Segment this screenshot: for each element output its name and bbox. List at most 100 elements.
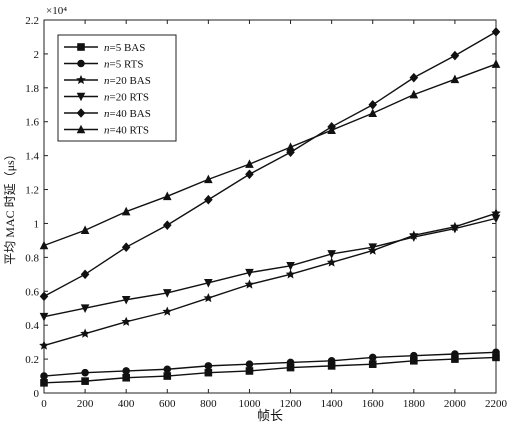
data-point [121, 206, 131, 216]
x-tick-label: 2000 [444, 398, 467, 410]
data-point [40, 379, 48, 387]
y-tick-label: 0.4 [25, 320, 39, 332]
data-point [245, 169, 254, 180]
series-line [43, 31, 497, 297]
series-n-5-bas [40, 353, 500, 387]
data-point [491, 59, 501, 68]
data-point [39, 291, 49, 302]
legend-label: n=20 BAS [104, 75, 151, 87]
data-point [121, 295, 131, 305]
x-tick-label: 800 [200, 398, 217, 410]
data-point [204, 174, 213, 184]
data-point [451, 350, 459, 358]
data-point [326, 257, 337, 267]
legend-label: n=5 RTS [104, 59, 143, 71]
data-point [121, 316, 132, 326]
data-point [286, 142, 295, 151]
data-point [327, 356, 336, 365]
legend-box [57, 34, 177, 142]
x-tick-label: 2200 [485, 398, 508, 410]
data-point [327, 125, 336, 135]
x-axis-label: 帧长 [257, 408, 283, 423]
legend-item: n=5 RTS [64, 59, 143, 71]
legend-item: n=40 RTS [64, 125, 149, 137]
data-point [368, 360, 377, 368]
data-point [245, 268, 254, 278]
legend-label: n=40 BAS [104, 108, 151, 120]
series-line [43, 356, 497, 384]
data-point [451, 355, 459, 363]
series-line [43, 217, 497, 318]
series-line [43, 351, 497, 377]
x-tick-label: 200 [77, 398, 94, 410]
data-point [39, 240, 49, 250]
data-point [81, 368, 89, 377]
data-point [450, 224, 460, 234]
data-point [491, 214, 501, 224]
data-point [286, 358, 295, 367]
legend-label: n=40 RTS [104, 125, 149, 137]
data-point [409, 233, 419, 242]
data-point [368, 108, 378, 118]
legend: n=5 BAS n=5 RTS n=20 BAS n=20 RTS n=40 BAS n=… [57, 34, 177, 142]
data-point [204, 194, 213, 205]
x-tick-label: 600 [159, 398, 176, 410]
legend-item: n=20 BAS [64, 74, 151, 87]
data-point [203, 292, 214, 303]
y-tick-label: 1.6 [25, 117, 39, 129]
data-point [39, 312, 49, 322]
data-point [285, 269, 296, 279]
series-line [43, 212, 497, 347]
y-tick-label: 0.2 [25, 354, 39, 366]
legend-item: n=20 RTS [64, 92, 149, 104]
data-point [245, 159, 254, 168]
data-point [40, 372, 48, 380]
data-point [368, 243, 378, 252]
data-point [80, 304, 90, 314]
data-point [450, 74, 460, 84]
data-point [80, 269, 90, 280]
series-n-40-rts [39, 59, 501, 250]
data-point [121, 242, 131, 252]
data-point [162, 191, 172, 201]
y-tick-label: 1.2 [25, 185, 39, 197]
series-n-20-rts [39, 214, 501, 322]
data-point [368, 99, 378, 110]
data-point [368, 353, 377, 362]
data-point [327, 250, 336, 259]
data-point [492, 348, 500, 357]
data-point [204, 278, 213, 288]
y-tick-label: 0.6 [25, 286, 39, 298]
data-point [122, 367, 130, 375]
data-point [492, 353, 500, 362]
legend-label: n=20 RTS [104, 92, 149, 104]
data-point [80, 328, 90, 338]
y-axis-label: 平均 MAC 时延（μs） [3, 148, 17, 264]
data-point [409, 89, 419, 99]
data-point [163, 372, 172, 380]
y-tick-label: 0.8 [25, 252, 39, 264]
y-axis-multiplier: ×10⁴ [46, 5, 67, 17]
data-point [162, 220, 172, 230]
data-point [204, 362, 213, 370]
data-point [286, 363, 295, 372]
legend-marker [76, 108, 86, 118]
data-point [80, 225, 90, 235]
data-point [81, 377, 89, 385]
data-point [491, 27, 501, 37]
data-point [410, 351, 418, 360]
x-tick-label: 0 [41, 398, 47, 410]
x-tick-label: 1200 [280, 398, 303, 410]
data-point [410, 356, 418, 365]
series-n-20-bas [39, 208, 501, 350]
x-tick-label: 1000 [238, 398, 261, 410]
y-tick-label: 1 [34, 218, 40, 230]
data-point [39, 340, 49, 350]
legend-marker [77, 59, 85, 68]
y-tick-label: 1.8 [25, 83, 39, 95]
y-tick-label: 2.2 [25, 15, 39, 27]
data-point [409, 72, 419, 83]
data-point [163, 365, 172, 374]
data-point [162, 289, 172, 298]
